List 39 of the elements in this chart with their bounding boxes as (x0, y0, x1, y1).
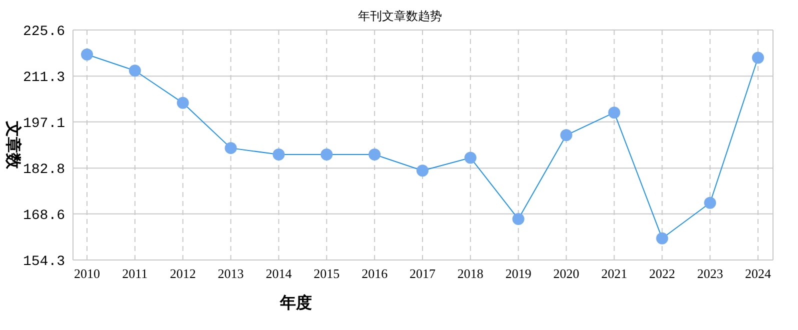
point (224, 142, 237, 154)
point (704, 196, 716, 209)
y-axis-title: 文章数 (4, 120, 22, 170)
y-tick-label: 182.8 (22, 162, 65, 178)
x-tick-label: 2024 (745, 266, 772, 281)
point (560, 129, 572, 142)
x-tick-label: 2013 (218, 266, 244, 281)
x-tick-label: 2017 (410, 266, 436, 281)
point (464, 152, 476, 164)
x-tick-label: 2021 (601, 266, 628, 281)
point (416, 164, 428, 177)
x-tick-label: 2015 (314, 266, 340, 281)
x-tick-label: 2011 (122, 266, 148, 281)
point (176, 96, 189, 109)
x-tick-label: 2019 (505, 266, 532, 281)
x-tick-label: 2010 (74, 266, 100, 281)
x-axis-title: 年度 (279, 293, 312, 312)
point (128, 64, 141, 77)
y-tick-label: 225.6 (22, 24, 65, 40)
point (320, 148, 333, 161)
chart-title: 年刊文章数趋势 (358, 9, 442, 23)
y-tick-label: 168.6 (22, 208, 65, 224)
point (752, 52, 764, 64)
point (81, 48, 93, 61)
x-tick-label: 2012 (170, 266, 196, 281)
y-tick-label: 154.3 (22, 254, 65, 270)
y-tick-label: 197.1 (22, 116, 65, 132)
x-tick-label: 2020 (553, 266, 580, 281)
x-tick-label: 2016 (362, 266, 388, 281)
point (656, 232, 668, 244)
x-tick-label: 2014 (266, 266, 292, 281)
x-tick-label: 2023 (697, 266, 724, 281)
point (368, 148, 381, 161)
point (272, 148, 285, 161)
y-tick-label: 211.3 (22, 70, 65, 86)
point (608, 106, 620, 119)
x-tick-label: 2018 (457, 266, 484, 281)
x-tick-label: 2022 (649, 266, 676, 281)
point (512, 213, 524, 226)
